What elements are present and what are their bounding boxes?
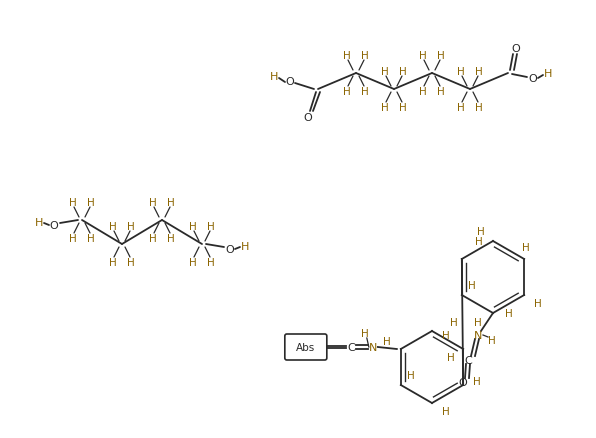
Text: H: H	[167, 233, 175, 244]
Text: Abs: Abs	[296, 342, 315, 352]
Text: H: H	[473, 376, 481, 386]
Text: H: H	[207, 222, 215, 231]
Text: H: H	[449, 318, 457, 327]
Text: H: H	[35, 218, 43, 227]
Text: H: H	[381, 103, 389, 113]
Text: H: H	[381, 67, 389, 77]
Text: H: H	[69, 233, 77, 244]
Text: H: H	[149, 233, 157, 244]
Text: N: N	[369, 342, 377, 352]
Text: H: H	[437, 51, 445, 61]
Text: H: H	[442, 406, 450, 416]
Text: H: H	[399, 103, 407, 113]
Text: H: H	[149, 198, 157, 208]
Text: H: H	[475, 67, 483, 77]
Text: H: H	[468, 280, 476, 290]
FancyBboxPatch shape	[285, 334, 327, 360]
Text: H: H	[87, 198, 95, 208]
Text: O: O	[511, 44, 520, 54]
Text: H: H	[505, 308, 513, 318]
Text: O: O	[529, 74, 538, 84]
Text: H: H	[488, 335, 496, 345]
Text: H: H	[437, 87, 445, 97]
Text: H: H	[87, 233, 95, 244]
Text: N: N	[474, 330, 482, 340]
Text: H: H	[69, 198, 77, 208]
Text: H: H	[448, 352, 455, 362]
Text: H: H	[109, 258, 117, 267]
Text: H: H	[361, 51, 369, 61]
Text: H: H	[522, 243, 530, 252]
Text: O: O	[226, 244, 234, 254]
Text: H: H	[442, 330, 450, 340]
Text: C: C	[347, 342, 355, 352]
Text: H: H	[189, 258, 197, 267]
Text: H: H	[477, 226, 485, 237]
Text: H: H	[399, 67, 407, 77]
Text: H: H	[343, 51, 351, 61]
Text: H: H	[534, 298, 542, 308]
Text: C: C	[464, 355, 472, 365]
Text: H: H	[270, 72, 278, 82]
Text: H: H	[189, 222, 197, 231]
Text: H: H	[109, 222, 117, 231]
Text: H: H	[419, 51, 427, 61]
Text: H: H	[361, 87, 369, 97]
Text: H: H	[361, 328, 369, 338]
Text: H: H	[474, 317, 482, 327]
Text: H: H	[544, 69, 552, 79]
Text: H: H	[419, 87, 427, 97]
Text: H: H	[383, 336, 391, 346]
Text: H: H	[457, 67, 465, 77]
Text: H: H	[457, 103, 465, 113]
Text: O: O	[459, 377, 467, 387]
Text: H: H	[407, 370, 415, 380]
Text: H: H	[167, 198, 175, 208]
Text: O: O	[49, 220, 58, 230]
Text: O: O	[285, 77, 294, 87]
Text: H: H	[343, 87, 351, 97]
Text: H: H	[127, 222, 135, 231]
Text: H: H	[475, 237, 483, 247]
Text: H: H	[207, 258, 215, 267]
Text: O: O	[303, 113, 312, 123]
Text: H: H	[475, 103, 483, 113]
Text: H: H	[241, 241, 249, 251]
Text: H: H	[127, 258, 135, 267]
